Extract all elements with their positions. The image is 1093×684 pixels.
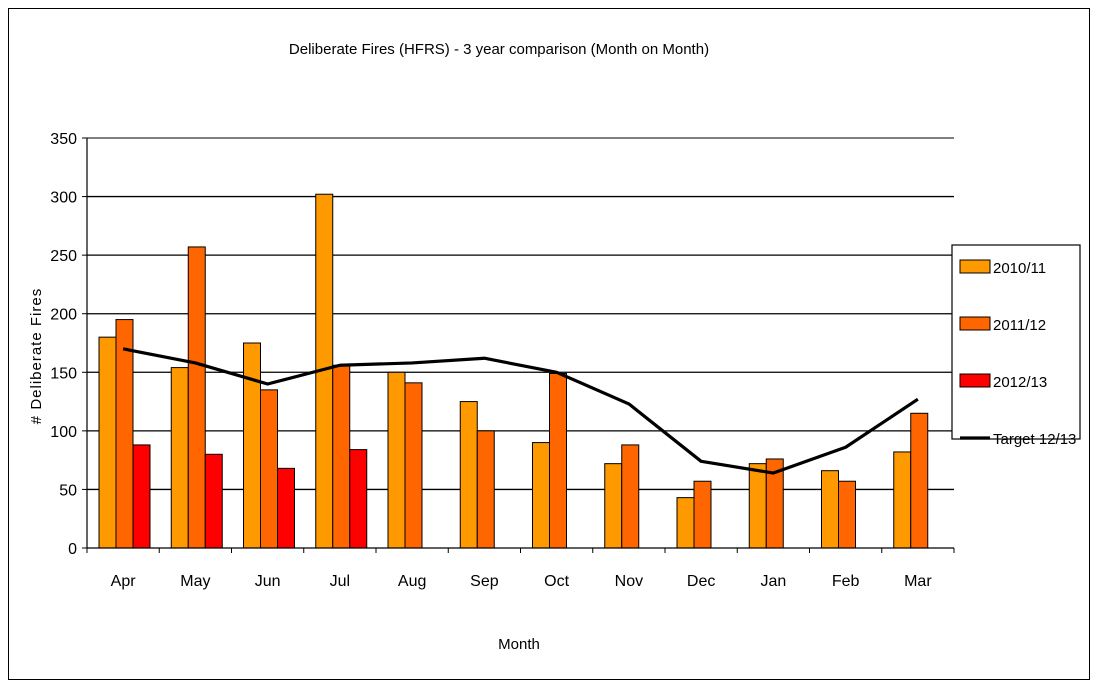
legend-box (951, 244, 1081, 440)
x-tick-label: Jun (255, 573, 281, 590)
legend-label: 2011/12 (993, 317, 1046, 334)
bar (693, 480, 712, 549)
legend-swatch (959, 373, 991, 388)
legend: 2010/11 2011/12 2012/13 Target 12/13 (951, 244, 1081, 448)
axes (82, 137, 955, 553)
x-tick-label: Apr (111, 573, 137, 590)
target-line (122, 347, 919, 475)
bar (170, 367, 189, 549)
y-tick-label: 50 (59, 482, 77, 499)
legend-swatch (959, 259, 991, 274)
bar (277, 467, 295, 549)
legend-label: 2012/13 (993, 374, 1047, 391)
legend-label: 2010/11 (993, 260, 1046, 277)
bar (838, 480, 856, 549)
bar (821, 470, 839, 549)
target-line-path (122, 347, 919, 475)
x-tick-label: Nov (615, 573, 643, 590)
y-tick-label: 250 (50, 248, 77, 265)
bar (748, 463, 767, 549)
bar (387, 371, 406, 549)
x-tick-label: Mar (904, 573, 932, 590)
y-tick-label: 350 (50, 131, 77, 148)
legend-label: Target 12/13 (993, 431, 1076, 448)
bars (98, 193, 929, 549)
bar (132, 444, 151, 549)
x-tick-label: Aug (398, 573, 426, 590)
bar (532, 442, 550, 549)
bar (910, 412, 929, 549)
x-tick-labels: Apr May Jun Jul Aug Sep Oct Nov Dec Jan Feb Mar (111, 573, 933, 590)
x-tick-label: Dec (687, 573, 715, 590)
bar (187, 246, 206, 549)
chart: Deliberate Fires (HFRS) - 3 year compari… (28, 41, 1081, 653)
bar (676, 497, 695, 549)
bar (893, 451, 912, 549)
bar (260, 389, 278, 549)
y-tick-label: 100 (50, 424, 77, 441)
bar (404, 382, 423, 549)
y-tick-labels: 0 50 100 150 200 250 300 350 (50, 131, 77, 558)
x-tick-label: Sep (470, 573, 499, 590)
bar (204, 453, 223, 549)
bar (459, 401, 478, 549)
y-axis-title: # Deliberate Fires (28, 288, 45, 424)
chart-title: Deliberate Fires (HFRS) - 3 year compari… (289, 41, 709, 58)
x-tick-label: Jul (330, 573, 350, 590)
y-tick-label: 300 (50, 190, 77, 207)
bar (243, 342, 261, 549)
y-tick-label: 200 (50, 307, 77, 324)
x-axis-title: Month (498, 636, 540, 653)
gridlines (87, 137, 954, 491)
bar (349, 449, 368, 549)
x-tick-label: May (180, 573, 210, 590)
y-tick-label: 0 (68, 541, 77, 558)
y-tick-label: 150 (50, 365, 77, 382)
bar (549, 372, 567, 549)
legend-swatch (959, 316, 991, 331)
chart-frame: Deliberate Fires (HFRS) - 3 year compari… (8, 8, 1090, 680)
bar (332, 364, 351, 549)
bar (98, 336, 117, 549)
bar (604, 463, 623, 549)
legend-items: 2010/11 2011/12 2012/13 Target 12/13 (959, 259, 1076, 448)
bar (476, 430, 495, 549)
bar (115, 319, 134, 549)
bar (621, 444, 640, 549)
x-tick-label: Feb (832, 573, 860, 590)
x-tick-label: Oct (544, 573, 569, 590)
x-tick-label: Jan (760, 573, 786, 590)
